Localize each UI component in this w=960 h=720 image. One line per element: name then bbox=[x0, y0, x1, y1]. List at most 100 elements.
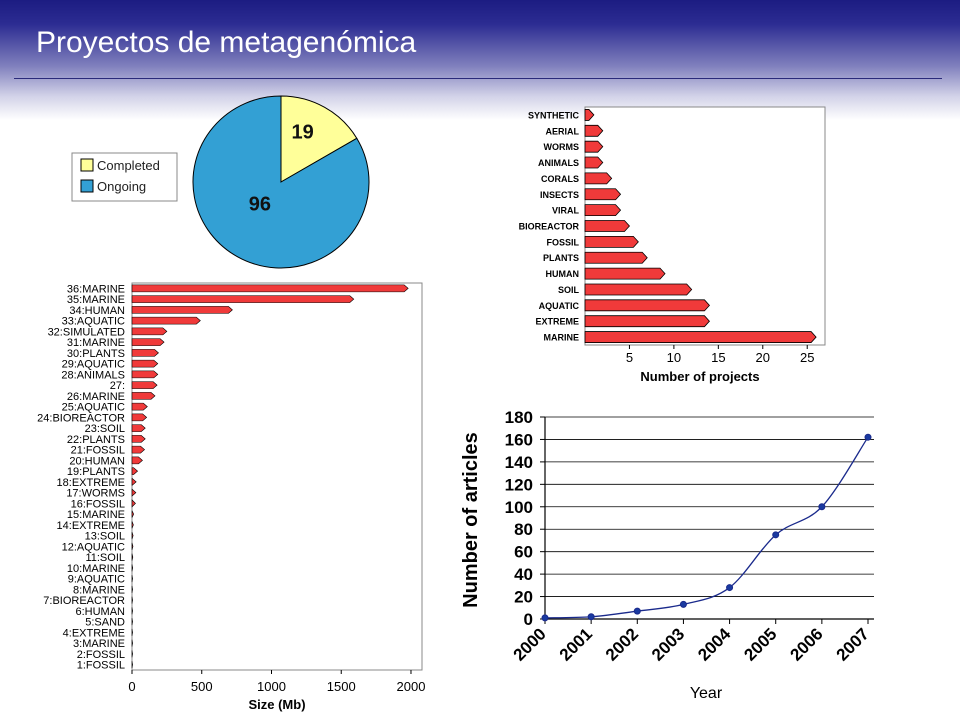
y-tick-label: 120 bbox=[505, 475, 533, 494]
x-tick-label: 2004 bbox=[694, 624, 735, 665]
x-tick-label: 15 bbox=[711, 350, 725, 365]
project-label: 18:EXTREME bbox=[57, 477, 125, 489]
category-label: AQUATIC bbox=[539, 301, 580, 311]
project-label: 1:FOSSIL bbox=[77, 660, 125, 672]
project-size-chart: 36:MARINE35:MARINE34:HUMAN33:AQUATIC32:S… bbox=[37, 282, 426, 712]
pie-value-label: 19 bbox=[292, 121, 314, 143]
project-label: 4:EXTREME bbox=[63, 627, 125, 639]
bar-project-5 bbox=[131, 327, 168, 336]
bar-worms bbox=[584, 140, 604, 153]
bar-fossil bbox=[584, 235, 639, 248]
data-point-2003 bbox=[679, 600, 687, 608]
project-label: 30:PLANTS bbox=[67, 348, 125, 360]
x-tick-label: 10 bbox=[667, 350, 681, 365]
data-point-2006 bbox=[818, 503, 826, 511]
bar-project-21 bbox=[131, 499, 136, 508]
slide-header bbox=[0, 0, 960, 120]
project-label: 8:MARINE bbox=[73, 584, 125, 596]
bar-project-36 bbox=[131, 661, 133, 669]
project-label: 22:PLANTS bbox=[67, 434, 125, 446]
x-axis-label: Year bbox=[690, 685, 723, 702]
data-point-2001 bbox=[587, 613, 595, 621]
y-tick-label: 180 bbox=[505, 408, 533, 427]
project-label: 9:AQUATIC bbox=[68, 574, 125, 586]
bar-project-26 bbox=[131, 553, 134, 561]
bar-project-28 bbox=[131, 575, 133, 583]
project-label: 36:MARINE bbox=[67, 283, 125, 295]
x-axis-label: Number of projects bbox=[640, 369, 759, 384]
project-label: 2:FOSSIL bbox=[77, 649, 125, 661]
x-tick-label: 2006 bbox=[787, 624, 827, 664]
project-label: 3:MARINE bbox=[73, 638, 125, 650]
project-label: 13:SOIL bbox=[85, 531, 125, 543]
bar-project-19 bbox=[131, 478, 137, 486]
project-label: 25:AQUATIC bbox=[62, 402, 125, 414]
slide-title: Proyectos de metagenómica bbox=[36, 26, 417, 59]
x-tick-label: 20 bbox=[756, 350, 770, 365]
project-label: 5:SAND bbox=[85, 617, 125, 629]
articles-per-year-chart: 0 20 40 60 80 100 120 140 160 180 2000 2001 2002 2003… bbox=[460, 408, 874, 702]
bar-project-10 bbox=[131, 381, 158, 389]
x-tick-label: 2003 bbox=[648, 624, 688, 664]
category-label: AERIAL bbox=[546, 126, 580, 136]
bar-animals bbox=[584, 156, 604, 169]
project-label: 28:ANIMALS bbox=[61, 369, 125, 381]
bar-project-13 bbox=[131, 413, 148, 422]
project-label: 10:MARINE bbox=[67, 563, 125, 575]
category-label: SYNTHETIC bbox=[528, 110, 580, 120]
project-label: 14:EXTREME bbox=[57, 520, 125, 532]
bar-project-11 bbox=[131, 392, 156, 400]
category-label: BIOREACTOR bbox=[519, 222, 580, 232]
bar-project-4 bbox=[131, 316, 201, 325]
category-label: PLANTS bbox=[543, 253, 579, 263]
bar-project-25 bbox=[131, 542, 134, 550]
bar-project-15 bbox=[131, 435, 146, 443]
x-tick-label: 2007 bbox=[833, 624, 873, 664]
project-label: 35:MARINE bbox=[67, 294, 125, 306]
y-tick-label: 20 bbox=[514, 588, 533, 607]
project-label: 11:SOIL bbox=[85, 552, 125, 564]
category-label: FOSSIL bbox=[546, 237, 579, 247]
y-tick-label: 60 bbox=[514, 543, 533, 562]
bar-project-2 bbox=[131, 295, 355, 303]
bar-project-20 bbox=[131, 488, 137, 497]
bar-project-9 bbox=[131, 370, 159, 379]
bar-project-3 bbox=[131, 306, 233, 314]
bar-project-14 bbox=[131, 424, 146, 432]
category-label: VIRAL bbox=[552, 206, 580, 216]
bar-project-29 bbox=[131, 585, 133, 593]
bar-project-17 bbox=[131, 456, 143, 465]
pie-value-label: 96 bbox=[249, 193, 271, 215]
bar-project-31 bbox=[131, 607, 133, 615]
y-tick-label: 40 bbox=[514, 565, 533, 584]
project-label: 31:MARINE bbox=[67, 337, 125, 349]
x-tick-label: 25 bbox=[800, 350, 814, 365]
bar-project-16 bbox=[131, 445, 146, 454]
pie-chart: 19 96 Completed Ongoing bbox=[71, 95, 370, 269]
title-divider bbox=[14, 78, 942, 79]
bar-project-35 bbox=[131, 650, 133, 658]
size-plot-area bbox=[131, 282, 423, 671]
data-point-2002 bbox=[633, 607, 641, 615]
data-point-2005 bbox=[772, 531, 780, 539]
y-tick-label: 160 bbox=[505, 430, 533, 449]
bar-project-7 bbox=[131, 349, 159, 357]
x-tick-label: 2005 bbox=[740, 624, 780, 664]
data-point-2000 bbox=[541, 614, 549, 622]
project-label: 27: bbox=[110, 380, 125, 392]
project-label: 17:WORMS bbox=[66, 488, 125, 500]
bar-viral bbox=[584, 204, 622, 217]
bar-project-1 bbox=[131, 284, 409, 293]
data-point-2007 bbox=[864, 433, 872, 441]
x-tick-label: 1500 bbox=[327, 679, 356, 694]
projects-by-environment-chart: SYNTHETIC AERIAL WORMS ANIMALS CORALS INSECTS… bbox=[519, 106, 826, 384]
y-tick-label: 100 bbox=[505, 498, 533, 517]
project-label: 34:HUMAN bbox=[69, 305, 125, 317]
x-tick-label: 2000 bbox=[397, 679, 426, 694]
bar-marine bbox=[584, 331, 817, 343]
legend-label-ongoing: Ongoing bbox=[97, 179, 146, 194]
category-label: INSECTS bbox=[540, 190, 579, 200]
project-label: 19:PLANTS bbox=[67, 466, 125, 478]
x-tick-label: 1000 bbox=[257, 679, 286, 694]
legend-swatch-completed bbox=[80, 158, 94, 172]
